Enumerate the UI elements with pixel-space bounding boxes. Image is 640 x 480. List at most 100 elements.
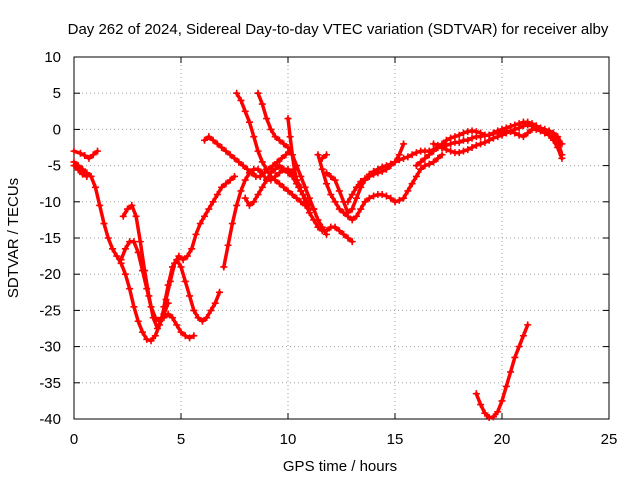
data-point: [447, 134, 455, 142]
data-point: [455, 131, 463, 139]
data-point: [241, 176, 249, 184]
data-point: [271, 165, 279, 173]
data-point: [494, 133, 502, 141]
data-point: [472, 128, 480, 136]
data-point: [299, 191, 307, 199]
data-point: [271, 176, 279, 184]
y-tick-label: 10: [44, 49, 61, 66]
data-point: [213, 191, 221, 199]
data-point: [143, 335, 151, 343]
data-point: [361, 198, 369, 206]
data-point: [481, 409, 489, 417]
data-point: [256, 172, 264, 180]
data-point: [177, 328, 185, 336]
data-point: [348, 191, 356, 199]
data-point: [81, 151, 89, 159]
data-point: [352, 194, 360, 202]
data-point: [404, 187, 412, 195]
data-point: [472, 141, 480, 149]
data-point: [275, 180, 283, 188]
data-point: [76, 149, 84, 157]
data-point: [91, 183, 99, 191]
data-point: [331, 198, 339, 206]
data-point: [79, 170, 87, 178]
data-point: [554, 133, 562, 141]
data-point: [239, 162, 247, 170]
y-tick-label: -25: [39, 302, 61, 319]
data-point: [314, 151, 322, 159]
data-point: [117, 256, 125, 264]
data-point: [438, 151, 446, 159]
data-point: [387, 194, 395, 202]
data-point: [365, 172, 373, 180]
data-point: [130, 238, 138, 246]
data-point: [297, 172, 305, 180]
data-point: [464, 146, 472, 154]
data-point: [382, 165, 390, 173]
data-point: [243, 165, 251, 173]
data-point: [331, 223, 339, 231]
data-point: [455, 149, 463, 157]
data-point: [233, 201, 241, 209]
data-point: [288, 191, 296, 199]
data-point: [100, 220, 108, 228]
data-point: [327, 191, 335, 199]
data-point: [267, 169, 275, 177]
data-point: [554, 144, 562, 151]
y-tick-label: 0: [53, 121, 61, 138]
data-point: [254, 147, 262, 155]
data-point: [288, 151, 296, 159]
data-point: [374, 169, 382, 177]
series-track-19: [472, 321, 532, 422]
series-track-08: [201, 133, 294, 180]
data-point: [400, 154, 408, 162]
data-point: [310, 216, 318, 224]
series-track-12: [284, 115, 356, 246]
plot-frame: [73, 56, 610, 420]
data-point: [145, 292, 153, 300]
data-point: [507, 127, 515, 135]
data-point: [498, 131, 506, 139]
y-tick-label: 5: [53, 85, 61, 102]
data-point: [269, 162, 277, 170]
data-point: [109, 245, 117, 253]
data-point: [421, 154, 429, 162]
data-point: [241, 194, 249, 202]
data-point: [205, 205, 213, 213]
data-point: [121, 270, 129, 278]
data-point: [153, 325, 161, 332]
data-series: [70, 89, 566, 422]
data-point: [489, 413, 497, 421]
data-point: [207, 306, 215, 314]
data-point: [130, 303, 138, 311]
y-tick-label: -10: [39, 194, 61, 211]
data-point: [275, 169, 283, 177]
series-track-06: [160, 256, 224, 325]
data-point: [190, 332, 198, 340]
data-point: [455, 138, 463, 146]
data-point: [151, 332, 159, 340]
chart-title: Day 262 of 2024, Sidereal Day-to-day VTE…: [68, 21, 609, 38]
data-point: [121, 245, 129, 253]
data-point: [558, 140, 566, 148]
data-point: [417, 158, 425, 166]
data-point: [335, 205, 343, 213]
data-point: [477, 129, 485, 137]
data-point: [348, 238, 356, 246]
data-point: [290, 165, 298, 173]
data-point: [124, 205, 131, 213]
data-point: [132, 212, 140, 220]
data-point: [280, 140, 288, 148]
data-point: [263, 165, 271, 173]
data-point: [245, 201, 253, 209]
data-point: [278, 154, 286, 162]
data-point: [502, 382, 510, 390]
data-point: [237, 187, 245, 195]
data-point: [273, 158, 281, 166]
data-point: [258, 158, 266, 166]
data-point: [218, 144, 226, 151]
data-point: [528, 122, 536, 130]
series-track-18: [430, 121, 566, 162]
data-point: [477, 140, 485, 148]
